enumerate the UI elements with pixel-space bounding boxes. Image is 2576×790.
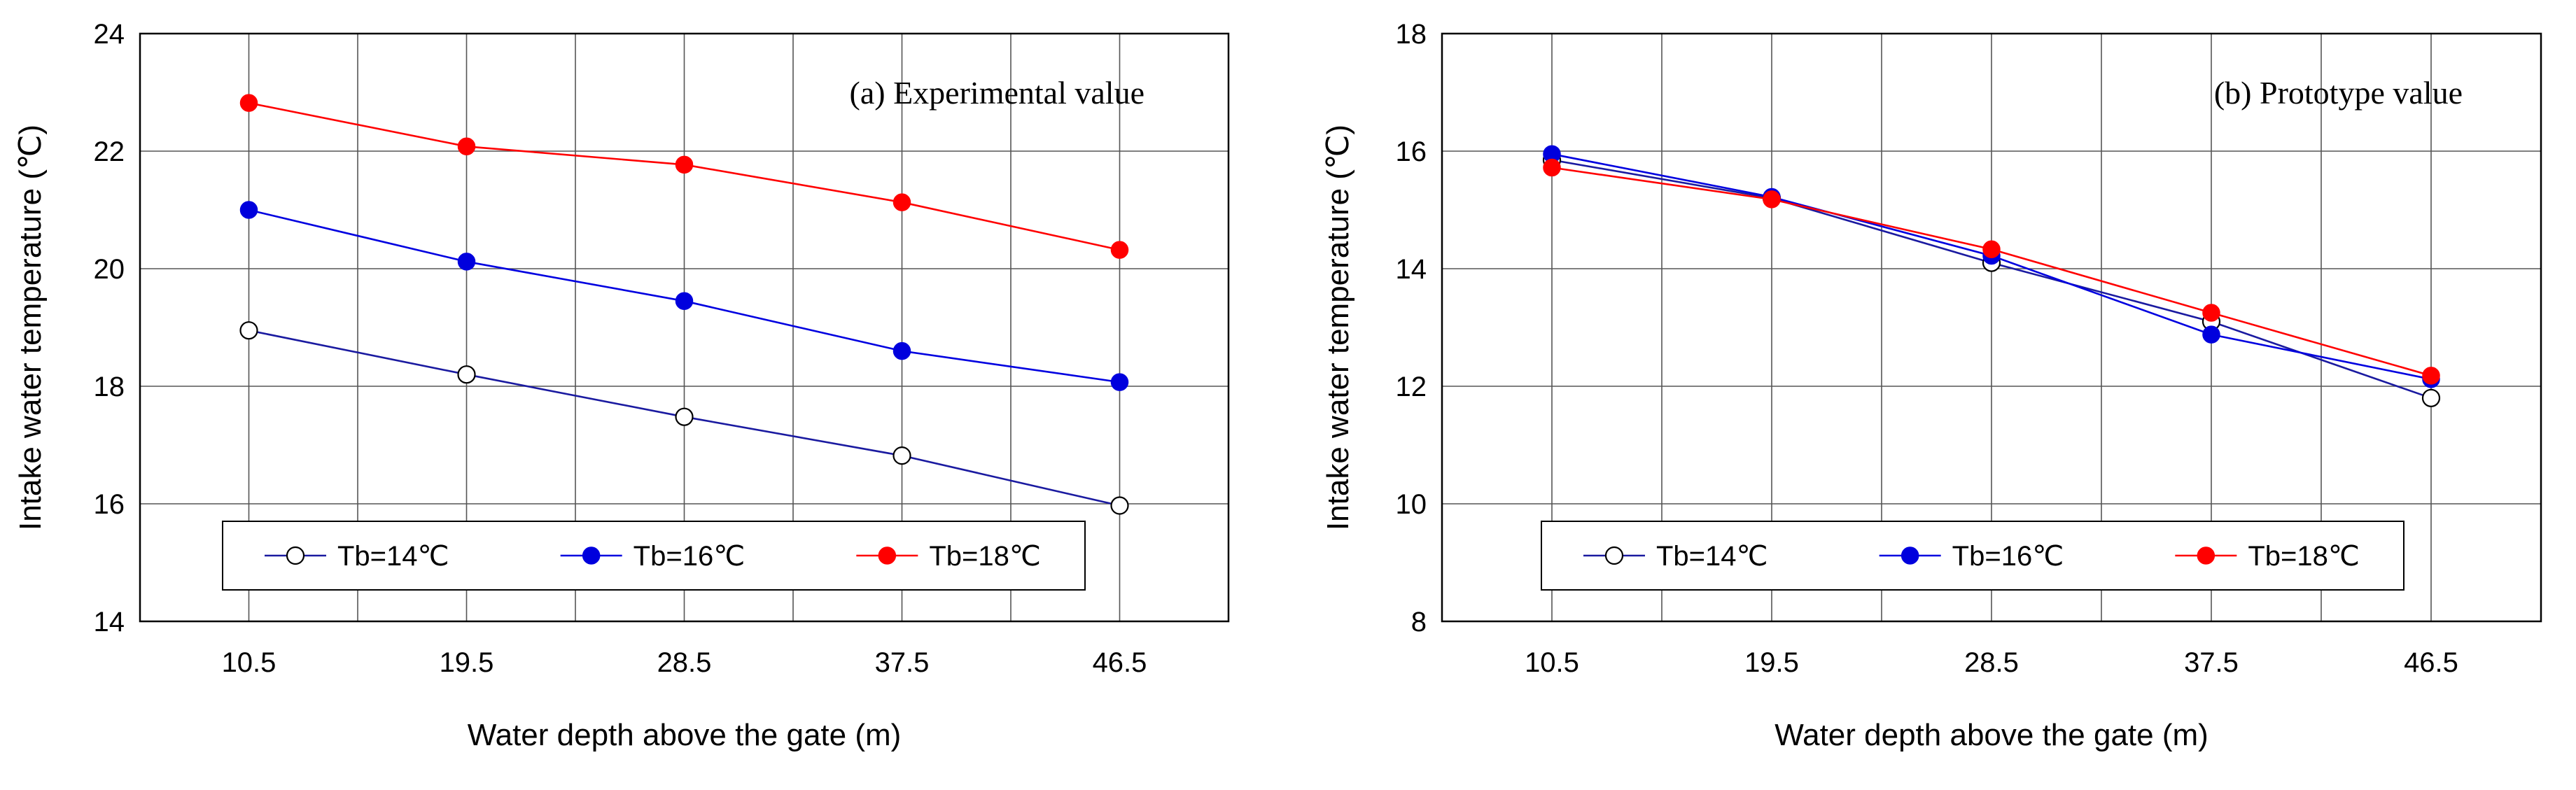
data-point — [457, 365, 476, 384]
y-tick-label: 16 — [1396, 136, 1427, 167]
panel-title: (a) Experimental value — [850, 75, 1144, 111]
data-point — [1982, 240, 2001, 259]
legend-marker-2 — [1900, 546, 1919, 565]
x-tick-label: 37.5 — [2184, 647, 2239, 678]
data-point — [1763, 190, 1781, 209]
y-tick-label: 18 — [94, 372, 125, 402]
x-axis-title: Water depth above the gate (m) — [468, 718, 902, 752]
chart-panel-a: 14 16 18 20 22 24 10.5 19.5 28.5 37.5 46.5 Water de… — [13, 19, 1230, 752]
x-tick-label: 37.5 — [875, 647, 930, 678]
x-tick-label: 46.5 — [1093, 647, 1147, 678]
data-point — [892, 446, 911, 465]
data-point — [1110, 496, 1129, 515]
y-tick-label: 16 — [94, 489, 125, 520]
legend-label: Tb=16℃ — [1952, 541, 2064, 572]
x-axis-title: Water depth above the gate (m) — [1774, 718, 2208, 752]
data-point — [239, 94, 258, 112]
legend-box — [1541, 521, 2404, 591]
legend-marker-2 — [582, 546, 601, 565]
data-point — [239, 321, 258, 340]
data-point — [457, 137, 476, 156]
y-tick-label: 14 — [94, 607, 125, 637]
y-tick-label: 24 — [94, 19, 125, 50]
legend-label: Tb=18℃ — [2248, 541, 2359, 572]
data-point — [892, 341, 911, 360]
legend-marker-3 — [878, 546, 897, 565]
plot-frame — [1441, 32, 2542, 623]
data-point — [1543, 158, 1561, 177]
data-point — [2202, 304, 2220, 322]
data-point — [239, 201, 258, 219]
y-tick-label: 20 — [94, 254, 125, 285]
x-tick-label: 10.5 — [1525, 647, 1579, 678]
y-tick-label: 8 — [1411, 607, 1427, 637]
panel-title: (b) Prototype value — [2214, 75, 2463, 111]
y-tick-label: 10 — [1396, 489, 1427, 520]
data-point — [457, 253, 476, 271]
x-tick-label: 28.5 — [657, 647, 712, 678]
y-tick-label: 14 — [1396, 254, 1427, 285]
data-point — [2202, 325, 2220, 344]
x-tick-label: 46.5 — [2404, 647, 2458, 678]
legend-marker-1 — [286, 546, 305, 565]
legend-label: Tb=14℃ — [337, 541, 449, 572]
data-point — [675, 407, 694, 426]
chart-panel-b: 8 10 12 14 16 18 10.5 19.5 28.5 37.5 46.5 Water dep… — [1321, 19, 2542, 752]
data-point — [2421, 388, 2441, 407]
legend-marker-3 — [2197, 546, 2216, 565]
plot-frame — [139, 32, 1230, 623]
legend-box — [222, 521, 1086, 591]
x-tick-label: 10.5 — [222, 647, 276, 678]
y-tick-label: 18 — [1396, 19, 1427, 50]
x-tick-label: 19.5 — [440, 647, 494, 678]
data-point — [1110, 241, 1129, 259]
x-tick-label: 19.5 — [1744, 647, 1799, 678]
y-axis-title: Intake water temperature (℃) — [1321, 125, 1355, 530]
y-tick-label: 22 — [94, 136, 125, 167]
data-point — [892, 193, 911, 211]
y-tick-label: 12 — [1396, 372, 1427, 402]
data-point — [2422, 367, 2440, 385]
legend-label: Tb=14℃ — [1656, 541, 1768, 572]
legend-label: Tb=16℃ — [634, 541, 745, 572]
legend-marker-1 — [1604, 546, 1624, 565]
legend-label: Tb=18℃ — [929, 541, 1040, 572]
data-point — [675, 155, 694, 174]
y-axis-title: Intake water temperature (℃) — [13, 125, 48, 530]
data-point — [1110, 373, 1129, 391]
x-tick-label: 28.5 — [1964, 647, 2019, 678]
data-point — [675, 292, 694, 310]
